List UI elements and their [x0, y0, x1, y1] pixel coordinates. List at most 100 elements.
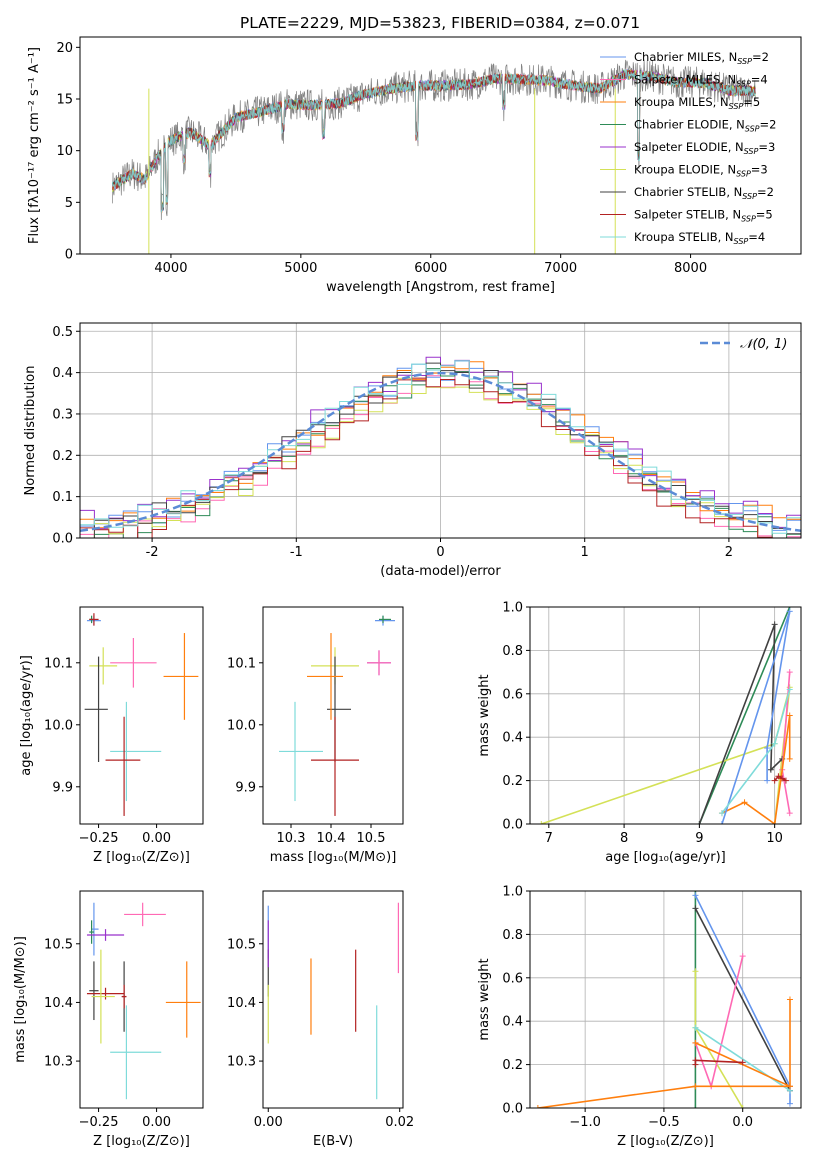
weight-line: [721, 715, 791, 824]
y-tick-label: 0.0: [502, 1102, 523, 1117]
legend-entry: Salpeter STELIB, NSSP=5: [634, 208, 773, 224]
x-tick-label: 0.00: [254, 1115, 283, 1130]
x-tick-label: 4000: [154, 261, 187, 276]
normal-reference-curve: [80, 371, 801, 533]
weight-line: [694, 908, 791, 1091]
y-tick-label: 15: [56, 93, 73, 108]
residual-histogram: [80, 360, 801, 534]
legend-subscript: SSP: [742, 192, 757, 201]
x-tick-label: 6000: [414, 261, 447, 276]
plot-area: [279, 615, 395, 816]
legend-entry: Kroupa ELODIE, NSSP=3: [634, 163, 768, 179]
legend-nssp: =4: [748, 230, 765, 244]
weight-line: [694, 971, 744, 1108]
axes-frame: [79, 36, 802, 255]
y-tick-label: 0.4: [502, 1015, 523, 1030]
plot-area: [86, 902, 201, 1100]
legend-subscript: SSP: [729, 102, 744, 111]
y-tick-label: 0.0: [52, 532, 73, 547]
plot-area: [267, 902, 399, 1100]
y-tick-label: 0.5: [52, 325, 73, 340]
x-tick-label: 0.00: [142, 1115, 171, 1130]
legend-nssp: =2: [752, 50, 769, 64]
x-tick-label: 1: [581, 545, 589, 560]
plot-area: [84, 613, 199, 816]
x-tick-label: 2: [725, 545, 733, 560]
legend-subscript: SSP: [736, 170, 751, 179]
x-tick-label: 0.02: [385, 1115, 414, 1130]
panel-5: 7 8 9 10 0.0 0.2 0.4 0.6 0.8 1.0 age [log₁₀(age/yr…: [477, 601, 802, 865]
legend-subscript: SSP: [741, 215, 756, 224]
plot-area: [80, 356, 801, 538]
x-tick-label: −0.5: [648, 1115, 680, 1130]
legend-entry: Chabrier STELIB, NSSP=2: [634, 185, 774, 201]
x-tick-label: 10: [766, 831, 783, 846]
legend-name: Chabrier STELIB, N: [634, 185, 742, 199]
legend-name: Salpeter MILES, N: [634, 73, 736, 87]
y-tick-label: 9.9: [235, 780, 256, 795]
x-axis-label: E(B-V): [313, 1134, 353, 1149]
y-tick-label: 0.8: [502, 928, 523, 943]
y-tick-label: 0.8: [502, 644, 523, 659]
y-tick-label: 1.0: [502, 885, 523, 900]
y-tick-label: 0.0: [502, 818, 523, 833]
weight-line: [698, 607, 791, 824]
panel-4: 10.3 10.4 10.5 9.9 10.0 10.1 mass [log₁₀(M/M⊙)…: [227, 606, 404, 865]
x-axis-label: Z [log₁₀(Z/Z⊙)]: [93, 850, 190, 865]
panel-8: −1.0 −0.5 0.0 0.0 0.2 0.4 0.6 0.8 1.0 Z [log₁₀(Z/…: [477, 885, 802, 1149]
x-axis-label: mass [log₁₀(M/M⊙)]: [270, 850, 397, 865]
plot-area: [534, 891, 793, 1108]
axes-frame: [79, 890, 204, 1109]
observed-spectrum: [112, 59, 756, 221]
y-tick-label: 0.2: [502, 774, 523, 789]
x-tick-label: 5000: [284, 261, 317, 276]
y-tick-label: 10: [56, 144, 73, 159]
x-axis-label: age [log₁₀(age/yr)]: [605, 850, 726, 865]
y-axis-label: mass weight: [477, 674, 492, 756]
y-tick-label: 5: [65, 196, 73, 211]
legend-name: Salpeter STELIB, N: [634, 208, 741, 222]
weight-line: [721, 611, 791, 824]
legend-entry: Kroupa MILES, NSSP=5: [634, 95, 760, 111]
plot-area: [112, 59, 756, 254]
axes-frame: [79, 606, 204, 825]
axes-frame: [529, 606, 802, 825]
legend-name: Chabrier ELODIE, N: [634, 118, 745, 132]
weight-line: [774, 775, 787, 782]
legend-nssp: =5: [743, 95, 760, 109]
y-axis-label: Flux [fλ10⁻¹⁷ erg cm⁻² s⁻¹ A⁻¹]: [27, 47, 42, 244]
weight-line: [537, 999, 791, 1108]
axes-frame: [262, 890, 404, 1109]
y-tick-label: 10.0: [227, 718, 256, 733]
y-tick-label: 0.6: [502, 971, 523, 986]
y-tick-label: 10.3: [227, 1055, 256, 1070]
panel-3: −0.25 0.00 9.9 10.0 10.1 Z [log₁₀(Z/Z⊙)] age […: [19, 606, 204, 865]
x-tick-label: 8000: [674, 261, 707, 276]
legend-subscript: SSP: [737, 57, 752, 66]
y-tick-label: 10.5: [227, 937, 256, 952]
y-axis-label: Normed distribution: [23, 366, 38, 496]
x-tick-label: −0.25: [79, 1115, 119, 1130]
axes-frame: [529, 890, 802, 1109]
legend-nssp: =3: [758, 140, 775, 154]
x-tick-label: 0: [436, 545, 444, 560]
x-tick-label: 0.0: [732, 1115, 753, 1130]
legend-nssp: =5: [756, 208, 773, 222]
legend-name: Kroupa MILES, N: [634, 95, 729, 109]
legend-entry: Chabrier ELODIE, NSSP=2: [634, 118, 776, 134]
y-tick-label: 0.4: [502, 731, 523, 746]
x-tick-label: 7: [545, 831, 553, 846]
x-tick-label: 10.3: [277, 831, 306, 846]
x-tick-label: 9: [695, 831, 703, 846]
legend-nssp: =4: [751, 73, 768, 87]
weight-line: [694, 1027, 791, 1092]
x-axis-label: wavelength [Angstrom, rest frame]: [326, 280, 555, 295]
legend-entry: Kroupa STELIB, NSSP=4: [634, 230, 765, 246]
y-tick-label: 10.1: [227, 656, 256, 671]
y-tick-label: 0.6: [502, 687, 523, 702]
x-axis-label: Z [log₁₀(Z/Z⊙)]: [93, 1134, 190, 1149]
y-tick-label: 10.5: [44, 937, 73, 952]
plot-area: [538, 607, 793, 824]
